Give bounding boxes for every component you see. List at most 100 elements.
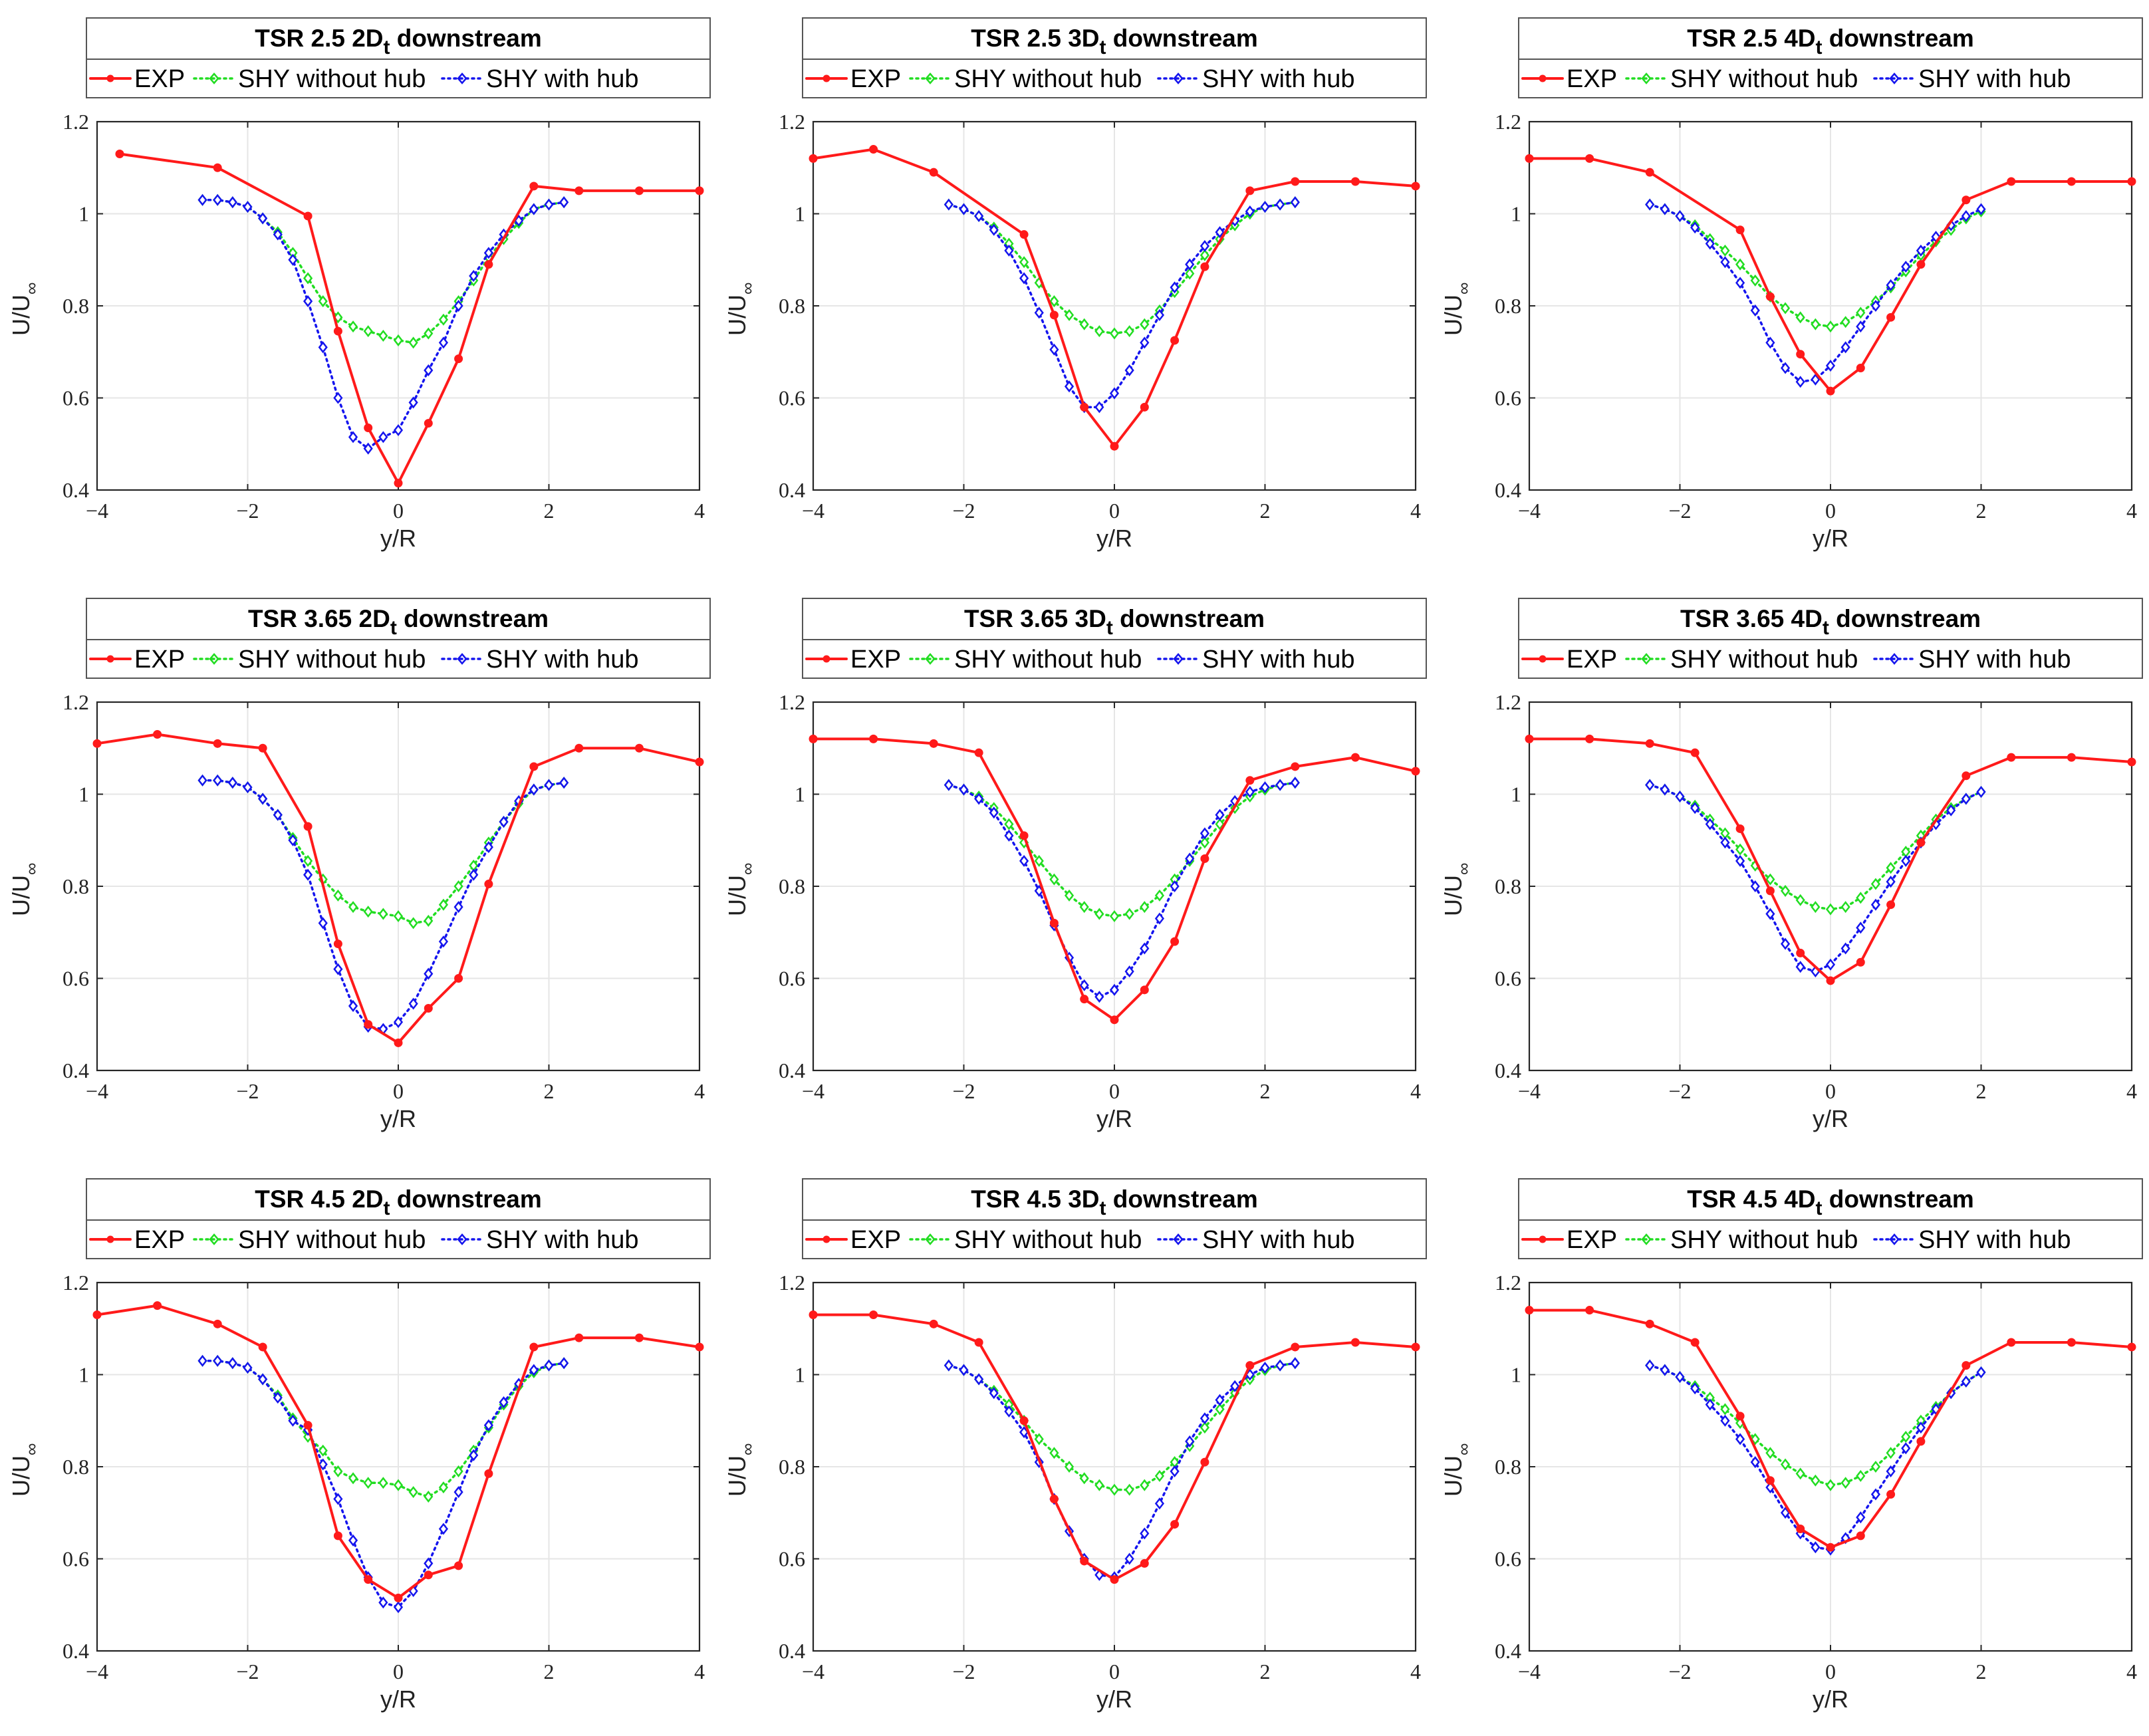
data-point-exp — [1525, 734, 1534, 743]
y-axis-label-main: U/U — [7, 1455, 35, 1497]
y-tick-label: 0.6 — [63, 386, 89, 410]
data-point-shy-with-hub — [989, 223, 999, 236]
data-point-shy-without-hub — [1765, 1447, 1775, 1459]
data-point-shy-without-hub — [1140, 1479, 1150, 1491]
data-point-shy-without-hub — [1019, 256, 1029, 269]
data-point-shy-with-hub — [1856, 1511, 1866, 1524]
data-point-exp — [1200, 262, 1209, 271]
data-point-shy-without-hub — [1720, 244, 1730, 257]
y-axis-label: U/U∞ — [723, 1443, 757, 1497]
y-axis-label-subscript: ∞ — [21, 282, 41, 295]
x-tick-label: 4 — [1410, 1079, 1421, 1103]
data-point-shy-with-hub — [1140, 336, 1150, 349]
data-point-shy-with-hub — [483, 841, 493, 854]
data-point-exp — [1140, 402, 1149, 412]
legend-marker-1 — [1641, 1233, 1652, 1245]
data-point-exp — [1585, 154, 1594, 163]
data-point-exp — [929, 168, 938, 177]
data-point-exp — [258, 743, 267, 753]
data-point-exp — [1110, 441, 1119, 451]
data-point-exp — [484, 260, 493, 269]
data-point-shy-with-hub — [944, 198, 953, 211]
panel-title-prefix: TSR 4.5 2D — [255, 1185, 383, 1213]
data-point-shy-with-hub — [1811, 1541, 1821, 1554]
y-tick-label: 1.2 — [63, 1271, 89, 1295]
data-point-shy-with-hub — [544, 198, 554, 211]
data-point-exp — [1080, 402, 1089, 412]
data-point-shy-without-hub — [1124, 325, 1134, 338]
data-point-shy-with-hub — [1200, 827, 1209, 840]
y-tick-label: 1 — [78, 202, 89, 226]
y-tick-label: 1.2 — [1495, 110, 1521, 134]
data-point-shy-with-hub — [1690, 1382, 1700, 1395]
data-point-shy-with-hub — [1290, 196, 1300, 209]
panel-title-subscript: t — [390, 617, 397, 639]
data-point-shy-with-hub — [1916, 244, 1926, 257]
x-axis-label: y/R — [1096, 1685, 1132, 1713]
data-point-shy-with-hub — [974, 1373, 984, 1386]
data-point-exp — [1916, 260, 1926, 269]
data-point-shy-with-hub — [1154, 1497, 1165, 1510]
data-point-shy-with-hub — [1811, 373, 1821, 386]
data-point-shy-without-hub — [1124, 1483, 1134, 1496]
data-point-shy-with-hub — [1140, 942, 1150, 955]
data-point-shy-with-hub — [438, 935, 449, 948]
data-point-shy-with-hub — [1901, 1442, 1911, 1455]
x-axis-label: y/R — [1096, 525, 1132, 552]
data-point-exp — [1645, 168, 1654, 177]
legend-label: SHY without hub — [954, 646, 1142, 674]
legend-label: SHY without hub — [238, 646, 426, 674]
data-point-shy-with-hub — [959, 783, 969, 796]
data-point-shy-with-hub — [1886, 279, 1896, 291]
series-line-exp — [118, 152, 701, 485]
series-line-shy-without-hub — [1648, 783, 1983, 911]
data-point-shy-with-hub — [1109, 387, 1120, 400]
y-axis-label: U/U∞ — [7, 862, 41, 916]
data-point-exp — [929, 1319, 938, 1328]
data-point-shy-with-hub — [1705, 1398, 1715, 1411]
data-point-exp — [1796, 350, 1805, 359]
data-point-shy-with-hub — [348, 1000, 358, 1013]
x-tick-label: 4 — [694, 1660, 705, 1683]
data-point-exp — [454, 1561, 463, 1570]
x-axis-label: y/R — [1813, 1685, 1848, 1713]
data-point-shy-with-hub — [1870, 1488, 1881, 1501]
data-point-exp — [394, 1593, 403, 1602]
title-box — [86, 598, 711, 640]
data-point-exp — [1170, 1520, 1180, 1529]
data-point-shy-with-hub — [499, 816, 509, 828]
data-point-shy-with-hub — [227, 196, 237, 209]
data-point-shy-with-hub — [1780, 1507, 1791, 1519]
data-point-shy-with-hub — [333, 392, 343, 404]
legend-marker-2 — [1173, 72, 1184, 84]
x-tick-label: −4 — [1518, 499, 1541, 523]
data-point-shy-with-hub — [1870, 299, 1881, 312]
y-tick-label: 0.6 — [779, 1547, 805, 1571]
legend-marker-1 — [209, 72, 219, 84]
panel-title-suffix: downstream — [397, 605, 549, 632]
data-point-exp — [1916, 1437, 1926, 1446]
data-point-exp — [695, 757, 704, 767]
data-point-shy-with-hub — [1735, 854, 1745, 867]
legend-box — [86, 59, 711, 98]
panel-title-prefix: TSR 2.5 3D — [971, 25, 1099, 52]
data-point-shy-with-hub — [1720, 1414, 1730, 1427]
data-point-shy-with-hub — [544, 779, 554, 791]
data-point-shy-without-hub — [378, 329, 388, 342]
data-point-shy-with-hub — [1170, 1465, 1180, 1477]
panel-title-suffix: downstream — [390, 25, 542, 52]
legend-label: EXP — [850, 65, 901, 93]
data-point-shy-with-hub — [424, 967, 434, 980]
legend-marker-1 — [925, 72, 936, 84]
data-point-exp — [333, 1531, 342, 1541]
data-point-shy-with-hub — [1170, 281, 1180, 294]
data-point-exp — [454, 354, 463, 364]
data-point-exp — [1765, 886, 1775, 896]
x-tick-label: −2 — [1668, 1660, 1691, 1683]
data-point-shy-with-hub — [1976, 786, 1986, 799]
data-point-shy-with-hub — [243, 1362, 253, 1374]
y-tick-label: 0.4 — [63, 478, 89, 502]
data-point-shy-with-hub — [197, 1354, 207, 1367]
panel-title-subscript: t — [1100, 1197, 1106, 1219]
data-point-shy-with-hub — [273, 808, 283, 821]
